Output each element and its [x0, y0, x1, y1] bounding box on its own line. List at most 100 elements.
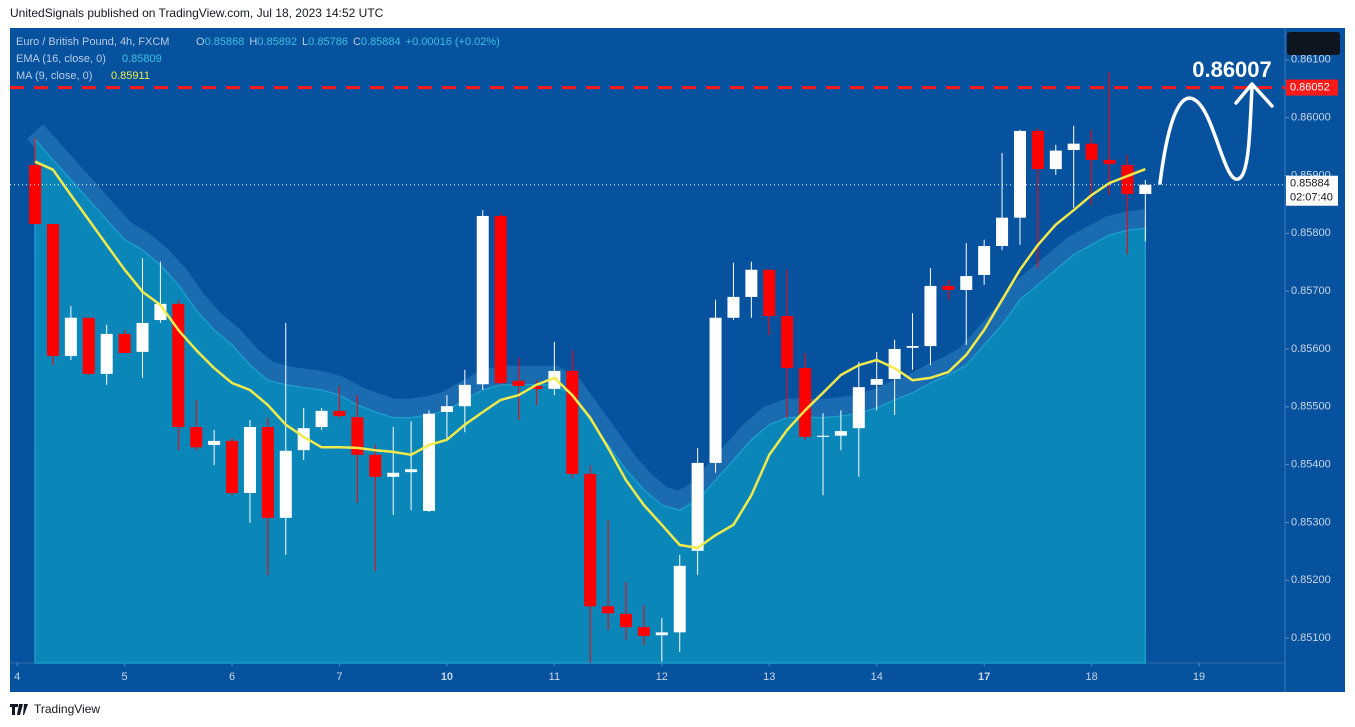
- annotation: 0.86007: [1192, 57, 1272, 82]
- candle-body: [888, 348, 901, 380]
- ohlc: O0.85868 H0.85892 L0.85786 C0.85884 +0.00016…: [196, 36, 500, 48]
- y-tick-label: 0.85500: [1291, 401, 1331, 413]
- candle-body: [691, 462, 704, 551]
- last-price-label: 0.85884: [1290, 178, 1330, 190]
- brand: TradingView: [34, 702, 100, 716]
- ma-legend: MA (9, close, 0): [16, 70, 92, 82]
- ma-legend-value: 0.85911: [111, 70, 150, 82]
- countdown: 02:07:40: [1290, 192, 1333, 204]
- target-price-label: 0.86052: [1290, 81, 1330, 93]
- x-tick-label: 5: [122, 671, 128, 683]
- candle-body: [82, 317, 95, 374]
- candle-body: [673, 565, 686, 633]
- candle-body: [620, 613, 633, 628]
- ohlc-key: L: [302, 36, 308, 48]
- candle-body: [476, 215, 489, 385]
- candle-body: [494, 215, 507, 384]
- candle-body: [333, 410, 346, 417]
- candle-body: [118, 333, 131, 354]
- candle-body: [852, 387, 865, 429]
- candle-body: [387, 472, 400, 477]
- candle-body: [924, 285, 937, 347]
- candle-body: [100, 333, 113, 374]
- candle-body: [1049, 150, 1062, 170]
- candle-body: [46, 224, 59, 356]
- candle-body: [1067, 143, 1080, 151]
- candle-body: [745, 269, 758, 297]
- x-tick-label: 13: [763, 671, 775, 683]
- candle-body: [799, 368, 812, 437]
- y-tick-label: 0.85200: [1291, 574, 1331, 586]
- candle-body: [709, 317, 722, 463]
- ohlc-value: 0.85884: [361, 36, 401, 48]
- candle-body: [1085, 143, 1098, 160]
- x-tick-label: 14: [871, 671, 883, 683]
- ohlc-value: 0.85868: [205, 36, 245, 48]
- ma-line: [34, 160, 1146, 550]
- candle-body: [942, 285, 955, 290]
- x-tick-label: 18: [1085, 671, 1097, 683]
- candle-body: [29, 165, 42, 225]
- change: +0.00016 (+0.02%): [406, 36, 500, 48]
- candle-body: [816, 435, 829, 437]
- y-tick-label: 0.85400: [1291, 459, 1331, 471]
- y-tick-label: 0.86000: [1291, 112, 1331, 124]
- candle-body: [530, 385, 543, 389]
- y-tick-label: 0.85700: [1291, 285, 1331, 297]
- candle-body: [423, 413, 436, 511]
- y-tick-label: 0.86100: [1291, 54, 1331, 66]
- candle-body: [978, 246, 991, 275]
- candle-body: [315, 410, 328, 428]
- x-tick-label: 7: [336, 671, 342, 683]
- candle-body: [602, 606, 615, 614]
- candle-body: [279, 450, 292, 518]
- candle-body: [906, 346, 919, 348]
- candle-body: [405, 469, 418, 473]
- projection-arrow: [1158, 86, 1254, 185]
- x-tick-label: 10: [441, 671, 453, 683]
- candle-body: [1103, 159, 1116, 164]
- candle-body: [136, 322, 149, 352]
- target-price-box: [1286, 79, 1338, 96]
- x-tick-label: 6: [229, 671, 235, 683]
- candle-body: [548, 370, 561, 389]
- candle-body: [870, 379, 883, 385]
- candle-body: [1013, 130, 1026, 218]
- x-tick-label: 12: [656, 671, 668, 683]
- y-tick-label: 0.85300: [1291, 516, 1331, 528]
- ema-legend: EMA (16, close, 0): [16, 53, 106, 65]
- candle-body: [369, 454, 382, 477]
- ohlc-key: H: [249, 36, 257, 48]
- candle-body: [566, 370, 579, 474]
- x-tick-label: 4: [14, 671, 20, 683]
- candle-body: [763, 269, 776, 317]
- candle-body: [727, 296, 740, 318]
- legend: Euro / British Pound, 4h, FXCM O0.85868 H…: [16, 36, 500, 82]
- candle-body: [655, 632, 668, 636]
- candle-body: [781, 316, 794, 369]
- candle-body: [64, 317, 77, 356]
- candle-body: [1031, 130, 1044, 170]
- candle-body: [960, 276, 973, 290]
- ohlc-key: O: [196, 36, 205, 48]
- symbol-title: Euro / British Pound, 4h, FXCM: [16, 36, 169, 48]
- candle-body: [996, 217, 1009, 247]
- candle-body: [584, 473, 597, 607]
- attribution: UnitedSignals published on TradingView.c…: [10, 6, 384, 20]
- candle-body: [834, 431, 847, 436]
- y-tick-label: 0.85800: [1291, 227, 1331, 239]
- candle-body: [458, 384, 471, 407]
- y-tick-label: 0.85100: [1291, 632, 1331, 644]
- candle-body: [226, 440, 239, 493]
- plot: [10, 59, 1289, 666]
- ema-legend-value: 0.85809: [122, 53, 162, 65]
- candle-body: [512, 380, 525, 386]
- ohlc-key: C: [353, 36, 361, 48]
- candle-body: [351, 417, 364, 455]
- ohlc-value: 0.85786: [308, 36, 348, 48]
- candle-body: [243, 427, 256, 493]
- candle-body: [261, 427, 274, 518]
- candle-body: [208, 440, 221, 445]
- last-price-box: [1286, 175, 1338, 206]
